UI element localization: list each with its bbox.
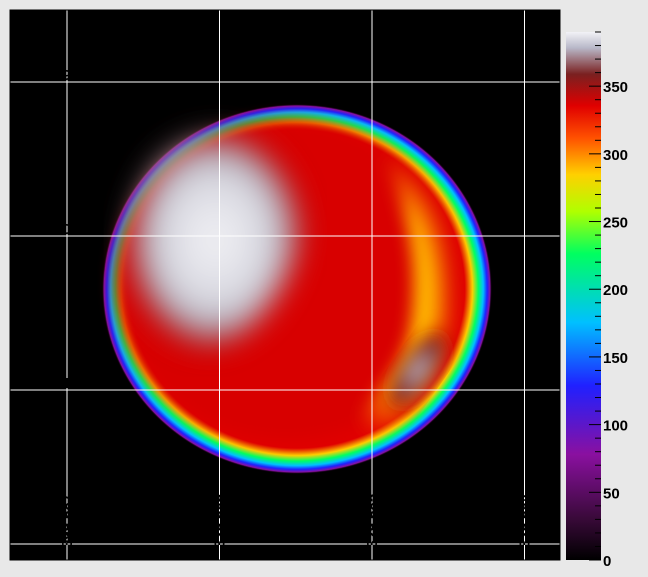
color-scale-label: 250	[603, 215, 628, 232]
color-scale-label: 150	[603, 350, 628, 367]
plot-frame	[9, 9, 561, 561]
color-scale-label: 350	[603, 79, 628, 96]
bright-region	[122, 125, 309, 354]
x-tick-label: 329.684	[517, 493, 534, 548]
color-scale-label: 100	[603, 418, 628, 435]
y-tick-label: -10.502	[20, 529, 71, 546]
color-scale: 0 50 100 150 200 250 300 350	[566, 31, 628, 570]
color-scale-label: 0	[603, 553, 611, 570]
color-scale-label: 50	[603, 485, 620, 502]
y-tick-label: -10.499	[20, 67, 71, 84]
inner-bright-spot	[381, 323, 455, 417]
y-tick-labels: -10.499 -10.500 -10.501 -10.502	[20, 67, 71, 546]
x-tick-label: 329.687	[59, 494, 76, 548]
color-scale-bar	[566, 32, 601, 560]
x-tick-label: 329.685	[364, 494, 381, 548]
y-tick-label: -10.500	[20, 221, 71, 238]
heatmap-image	[102, 104, 492, 474]
color-scale-label: 200	[603, 282, 628, 299]
color-scale-label: 300	[603, 147, 628, 164]
y-tick-label: -10.501	[20, 375, 71, 392]
x-tick-labels: 329.687 329.686 329.685 329.684	[59, 493, 534, 548]
x-tick-label: 329.686	[212, 494, 229, 548]
color-scale-ticks: 0 50 100 150 200 250 300 350	[589, 31, 628, 570]
grid-lines	[10, 10, 560, 560]
